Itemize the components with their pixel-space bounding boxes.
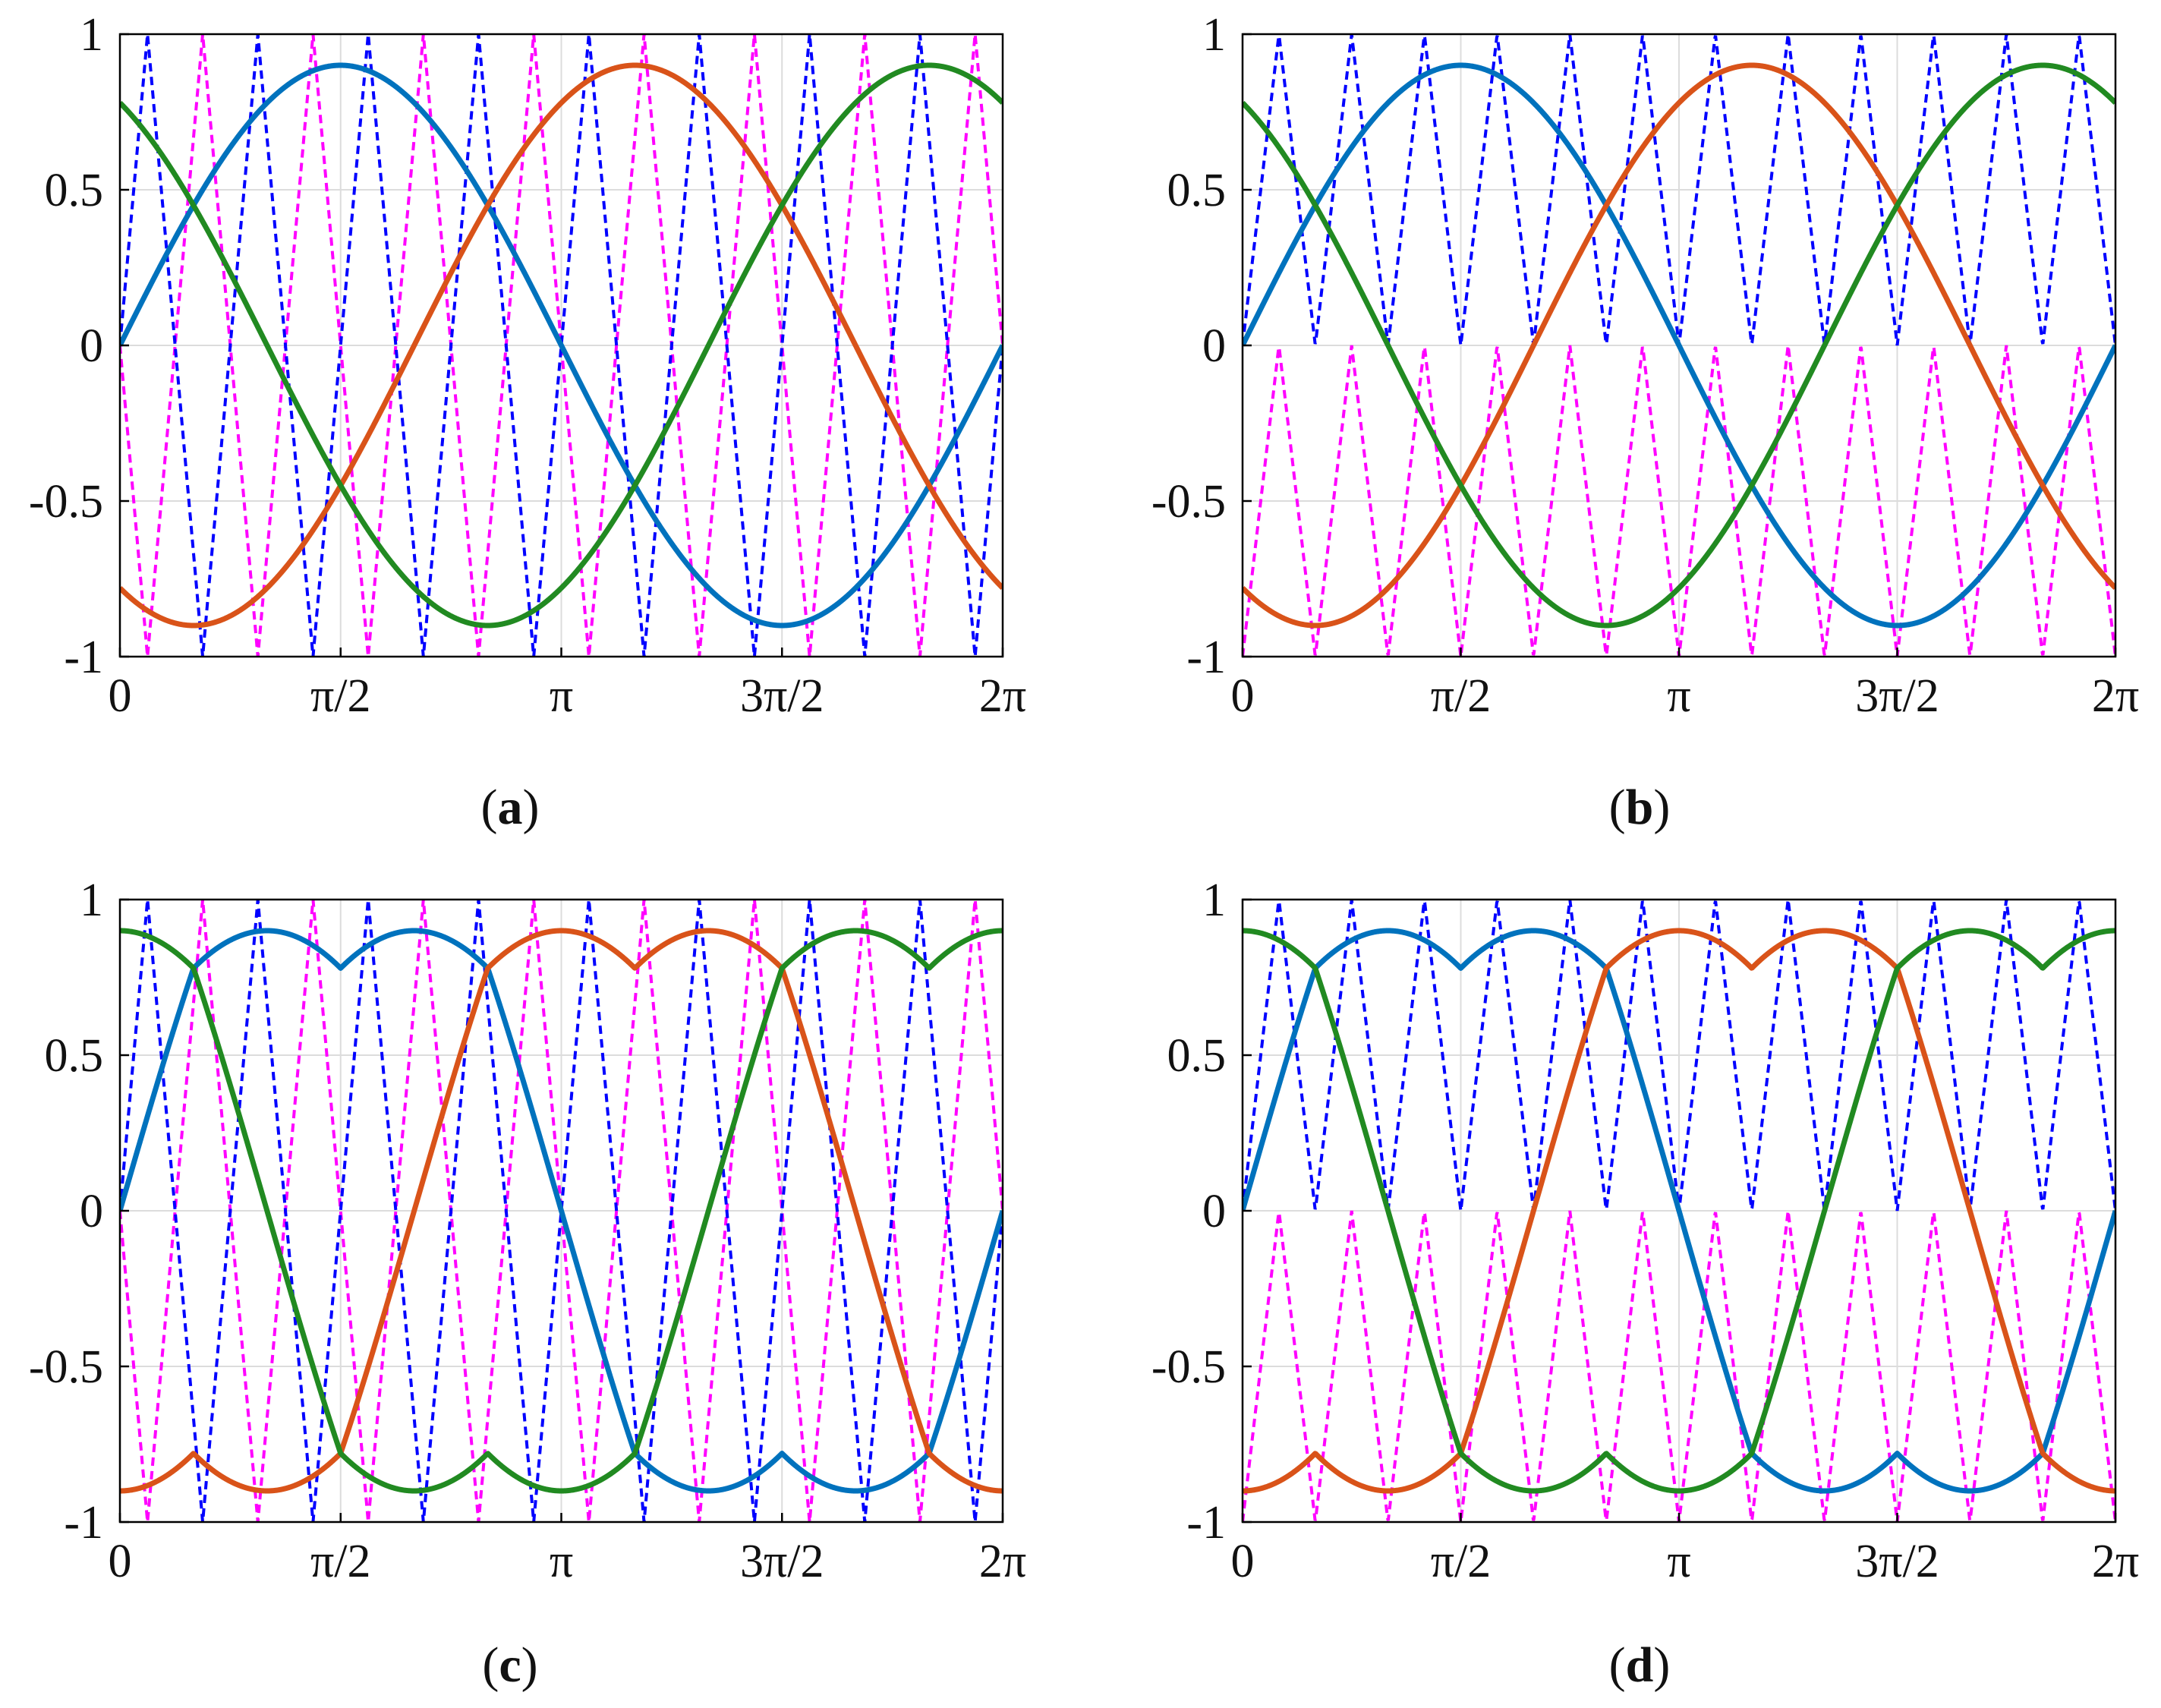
panel-caption: (b)	[1609, 780, 1671, 835]
caption-open: (	[1609, 780, 1626, 835]
caption-letter: b	[1626, 780, 1654, 835]
series-phase-b	[120, 928, 1003, 1494]
x-tick-label: π	[1667, 670, 1690, 722]
series-phase-a	[1243, 928, 2115, 1494]
series-phase-a	[1243, 62, 2115, 629]
y-tick-label: -1	[1186, 632, 1226, 683]
panel-caption: (a)	[481, 780, 540, 835]
x-tick-label: 0	[1231, 670, 1255, 722]
x-tick-label: π/2	[1431, 670, 1492, 722]
y-tick-label: -0.5	[1151, 476, 1226, 528]
y-tick-label: -1	[64, 1497, 103, 1549]
series-phase-c	[1243, 62, 2115, 629]
x-tick-label: π/2	[310, 670, 371, 722]
caption-close: )	[521, 1637, 538, 1693]
series-phase-a	[120, 928, 1003, 1494]
x-tick-label: π	[550, 1536, 573, 1587]
x-tick-label: 0	[1231, 1536, 1255, 1587]
series-phase-b	[1243, 928, 2115, 1494]
x-tick-label: 2π	[979, 670, 1026, 722]
chart-panel-c: 0 π/2 π 3π/2 2π 1 0.5 0 -0.5 -1 (c)	[29, 874, 1026, 1693]
y-tick-label: 0.5	[45, 1030, 104, 1082]
panel-caption: (c)	[482, 1637, 537, 1693]
series-group	[1243, 900, 2115, 1522]
x-tick-label: 2π	[979, 1536, 1026, 1587]
caption-close: )	[1653, 780, 1670, 835]
panel-caption: (d)	[1609, 1637, 1671, 1693]
x-tick-label: π/2	[310, 1536, 371, 1587]
y-tick-label: 1	[1202, 874, 1226, 926]
x-tick-label: 3π/2	[740, 1536, 824, 1587]
y-tick-label: 0	[80, 320, 103, 372]
y-tick-label: -1	[1186, 1497, 1226, 1549]
y-tick-label: 0	[1202, 1186, 1226, 1237]
y-tick-label: 1	[80, 874, 103, 926]
y-tick-label: 0.5	[1167, 1030, 1227, 1082]
series-phase-c	[1243, 928, 2115, 1494]
caption-letter: c	[499, 1637, 521, 1693]
chart-panel-d: 0 π/2 π 3π/2 2π 1 0.5 0 -0.5 -1 (d)	[1151, 874, 2139, 1693]
chart-panel-b: 0 π/2 π 3π/2 2π 1 0.5 0 -0.5 -1 (b)	[1151, 9, 2139, 835]
series-group	[120, 34, 1003, 657]
caption-close: )	[523, 780, 540, 835]
series-carrier-lower	[1243, 1210, 2115, 1522]
x-tick-label: π/2	[1431, 1536, 1492, 1587]
y-tick-label: -0.5	[29, 1341, 103, 1393]
y-tick-label: 0	[80, 1186, 103, 1237]
y-tick-label: -0.5	[29, 476, 103, 528]
x-tick-label: 2π	[2092, 1536, 2139, 1587]
x-tick-label: π	[550, 670, 573, 722]
y-tick-label: 0.5	[1167, 165, 1227, 216]
x-tick-label: 2π	[2092, 670, 2139, 722]
x-tick-label: 0	[109, 1536, 132, 1587]
y-tick-label: 0.5	[45, 165, 104, 216]
series-phase-c	[120, 928, 1003, 1494]
x-tick-label: 3π/2	[1855, 1536, 1939, 1587]
caption-close: )	[1653, 1637, 1670, 1693]
caption-letter: a	[498, 780, 523, 835]
series-group	[120, 900, 1003, 1522]
x-tick-label: π	[1667, 1536, 1690, 1587]
x-tick-label: 0	[109, 670, 132, 722]
caption-letter: d	[1626, 1637, 1654, 1693]
chart-panel-a: 0 π/2 π 3π/2 2π 1 0.5 0 -0.5 -1 (a)	[29, 9, 1026, 835]
x-tick-label: 3π/2	[740, 670, 824, 722]
y-tick-label: 1	[1202, 9, 1226, 61]
caption-open: (	[481, 780, 498, 835]
caption-open: (	[1609, 1637, 1626, 1693]
series-phase-b	[120, 62, 1003, 629]
series-carrier-lower	[1243, 345, 2115, 657]
series-phase-c	[120, 62, 1003, 629]
caption-open: (	[482, 1637, 499, 1693]
y-tick-label: -0.5	[1151, 1341, 1226, 1393]
series-group	[1243, 34, 2115, 657]
x-tick-label: 3π/2	[1855, 670, 1939, 722]
y-tick-label: -1	[64, 632, 103, 683]
y-tick-label: 1	[80, 9, 103, 61]
series-phase-b	[1243, 62, 2115, 629]
series-phase-a	[120, 62, 1003, 629]
y-tick-label: 0	[1202, 320, 1226, 372]
